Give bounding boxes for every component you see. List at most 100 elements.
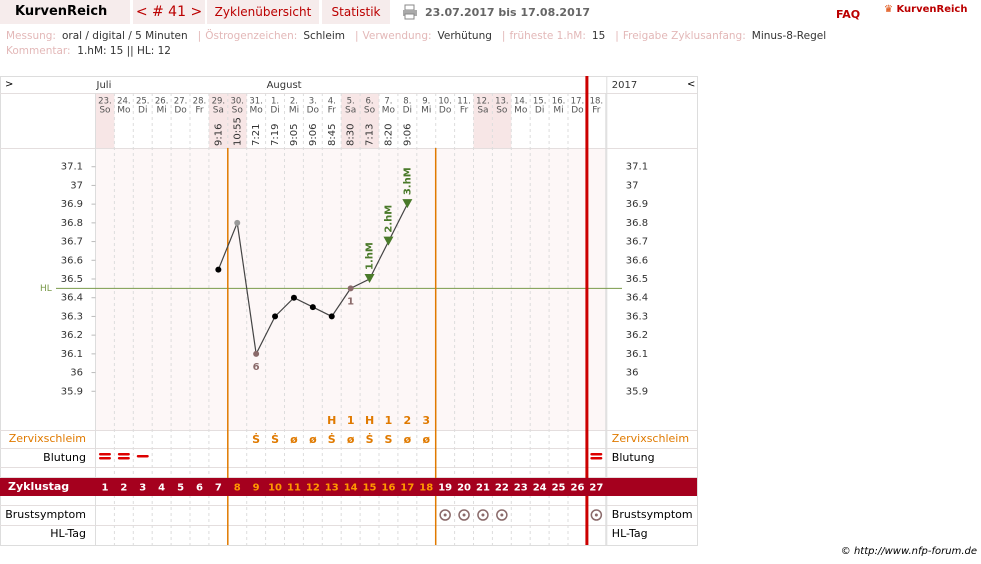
temperature-point	[253, 350, 260, 357]
row-label-right: Zervixschleim	[612, 432, 689, 445]
weekday: Mi	[421, 106, 431, 116]
point-label: 1	[347, 296, 354, 307]
weekday: Fr	[460, 106, 469, 116]
breast-dot	[594, 513, 598, 517]
zervix-symbol: ø	[422, 433, 430, 446]
day-number: 6.	[365, 97, 373, 107]
y-tick-label-right: 36	[626, 368, 639, 379]
breast-dot	[443, 513, 447, 517]
day-number: 18.	[590, 97, 604, 107]
day-number: 3.	[309, 97, 317, 107]
cycle-day: 19	[438, 483, 452, 494]
cycle-day: 25	[552, 483, 566, 494]
zervix-symbol: Ṡ	[366, 432, 374, 446]
logo: ♛ KurvenReich	[884, 4, 968, 15]
temperature-point	[290, 294, 297, 301]
hm-label: 1.hM	[365, 242, 376, 270]
zervix-symbol: ø	[290, 433, 298, 446]
cycle-day: 16	[381, 483, 395, 494]
row-label-right: Blutung	[612, 451, 655, 464]
info-label: Östrogenzeichen:	[205, 30, 298, 42]
weekend-bg	[473, 93, 493, 148]
time: 10:55	[232, 117, 243, 146]
weekday: Sa	[477, 106, 488, 116]
temperature-point	[328, 313, 335, 320]
time: 9:16	[213, 124, 224, 146]
y-tick-label: 35.9	[61, 386, 83, 397]
cycle-nav[interactable]: < # 41 >	[133, 0, 205, 24]
breast-dot	[500, 513, 504, 517]
y-tick-label: 36.9	[61, 199, 83, 210]
brand: KurvenReich	[0, 0, 130, 24]
print-icon[interactable]	[402, 4, 418, 20]
day-number: 30.	[230, 97, 244, 107]
weekday: So	[364, 106, 376, 116]
tab[interactable]: Zyklenübersicht	[207, 0, 319, 24]
weekend-bg	[492, 93, 512, 148]
month: August	[267, 80, 302, 91]
weekday: Di	[403, 106, 412, 116]
bleeding-mark	[136, 455, 149, 458]
weekday: Mo	[514, 106, 528, 116]
weekday: Do	[307, 106, 320, 116]
row-label-right: Brustsymptom	[612, 508, 693, 521]
y-tick-label-right: 37	[626, 180, 639, 191]
info-label: Messung:	[6, 30, 56, 42]
info-label: Freigabe Zyklusanfang:	[622, 30, 746, 42]
bleeding-mark	[117, 457, 130, 460]
y-tick-label-right: 36.9	[626, 199, 648, 210]
separator: |	[615, 30, 619, 42]
breast-dot	[462, 513, 466, 517]
weekday: Do	[439, 106, 452, 116]
cycle-day: 5	[177, 483, 184, 494]
y-tick-label: 36.4	[61, 293, 83, 304]
cycle-day: 15	[363, 483, 377, 494]
row-label-right: HL-Tag	[612, 527, 648, 540]
tab[interactable]: Statistik	[322, 0, 390, 24]
cycle-day: 11	[287, 483, 301, 494]
temperature-point	[272, 313, 279, 320]
cycle-day: 10	[268, 483, 282, 494]
cycle-day: 21	[476, 483, 490, 494]
day-number: 9.	[422, 97, 430, 107]
peak-marker: 2	[404, 414, 412, 427]
comment-line: Kommentar: 1.hM: 15 || HL: 12	[6, 45, 171, 57]
point-label: 6	[253, 362, 260, 373]
day-number: 11.	[457, 97, 471, 107]
y-tick-label-right: 36.3	[626, 311, 648, 322]
bleeding-mark	[117, 453, 130, 456]
y-tick-label-right: 36.8	[626, 218, 648, 229]
zervix-symbol: Ṡ	[271, 432, 279, 446]
zervix-symbol: Ṡ	[252, 432, 260, 446]
y-tick-label-right: 36.1	[626, 349, 648, 360]
y-tick-label-right: 36.7	[626, 237, 648, 248]
weekend-bg	[341, 93, 361, 148]
month: Juli	[96, 80, 112, 91]
day-number: 10.	[438, 97, 452, 107]
hm-label: 2.hM	[383, 205, 394, 233]
weekday: Di	[535, 106, 544, 116]
bleeding-mark	[590, 453, 603, 456]
weekend-bg	[227, 93, 247, 148]
peak-marker: 1	[347, 414, 355, 427]
bleeding-mark	[98, 453, 111, 456]
y-tick-label: 36.3	[61, 311, 83, 322]
bleeding-mark	[98, 457, 111, 460]
y-tick-label: 36	[70, 368, 83, 379]
zervix-symbol: Ṡ	[328, 432, 336, 446]
cycle-day: 12	[306, 483, 320, 494]
hl-label: HL	[40, 284, 52, 294]
peak-marker: 1	[385, 414, 393, 427]
hm-label: 3.hM	[402, 167, 413, 195]
weekday: So	[99, 106, 111, 116]
nav: <	[687, 79, 695, 90]
faq[interactable]: FAQ	[836, 8, 861, 21]
comment: 1.hM: 15 || HL: 12	[77, 45, 171, 57]
cycle-day: 14	[344, 483, 358, 494]
cycle-day: 23	[514, 483, 528, 494]
logo-text: KurvenReich	[896, 4, 968, 15]
cycle-day: 3	[139, 483, 146, 494]
weekday: Sa	[213, 106, 224, 116]
